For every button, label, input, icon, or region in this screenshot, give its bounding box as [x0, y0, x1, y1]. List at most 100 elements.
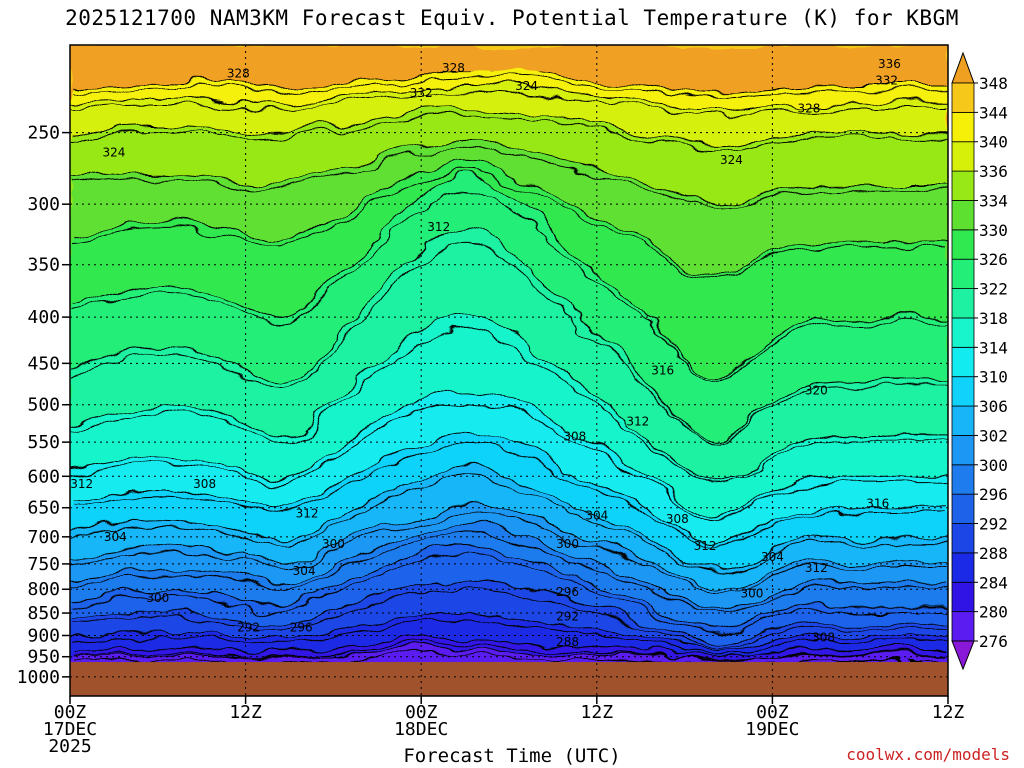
contour-label: 324 — [515, 79, 538, 93]
colorbar-swatch — [951, 581, 975, 613]
contour-label: 328 — [442, 61, 465, 75]
y-tick-label: 450 — [27, 353, 60, 374]
contour-lines — [70, 71, 948, 666]
contour-label: 296 — [556, 585, 579, 599]
contour-label: 316 — [866, 496, 889, 510]
contour-line — [70, 329, 948, 488]
y-tick-label: 650 — [27, 498, 60, 519]
contour-line — [70, 71, 948, 94]
colorbar-swatch — [951, 288, 975, 319]
y-axis: 2503003504004505005506006507007508008509… — [17, 123, 70, 688]
contour-label: 292 — [237, 621, 260, 635]
colorbar-label: 300 — [979, 456, 1008, 475]
contour-line — [70, 556, 948, 635]
contour-line — [70, 244, 948, 444]
y-tick-label: 950 — [27, 647, 60, 668]
colorbar-label: 336 — [979, 162, 1008, 181]
colorbar-swatch — [951, 317, 975, 348]
contour-label: 324 — [720, 153, 743, 167]
contour-label: 304 — [585, 508, 608, 522]
contour-line — [70, 621, 948, 654]
contour-label: 304 — [104, 530, 127, 544]
contour-line — [70, 399, 948, 519]
contour-line — [70, 639, 948, 657]
contour-line — [70, 469, 948, 569]
contour-group — [70, 71, 948, 666]
colorbar-label: 280 — [979, 603, 1008, 622]
colorbar-swatch — [951, 258, 975, 289]
colorbar-swatch — [951, 229, 975, 260]
colorbar-swatch — [951, 170, 975, 201]
contour-label: 300 — [146, 591, 169, 605]
colorbar-swatch — [951, 200, 975, 231]
contour-label: 312 — [296, 507, 319, 521]
contour-line — [70, 91, 948, 118]
contour-label: 300 — [740, 587, 763, 601]
x-tick-label: 00Z — [756, 702, 789, 723]
colorbar-swatch — [951, 346, 975, 378]
y-tick-label: 550 — [27, 432, 60, 453]
contour-label: 336 — [878, 57, 901, 71]
contour-line — [70, 650, 948, 661]
colorbar-swatch — [951, 376, 975, 407]
chart-title: 2025121700 NAM3KM Forecast Equiv. Potent… — [65, 6, 959, 30]
contour-line — [70, 512, 948, 593]
contour-label: 316 — [651, 363, 674, 377]
colorbar-label: 306 — [979, 397, 1008, 416]
contour-label: 332 — [875, 74, 898, 88]
contour-line — [70, 614, 948, 650]
contour-label: 304 — [761, 550, 784, 564]
contour-line — [70, 228, 948, 442]
x-tick-label: 19DEC — [745, 719, 799, 740]
contour-label: 308 — [812, 631, 835, 645]
contour-line — [70, 109, 948, 145]
x-tick-label: 2025 — [48, 736, 91, 757]
colorbar-swatch — [951, 523, 975, 554]
colorbar-swatch — [951, 141, 975, 172]
colorbar-label: 310 — [979, 368, 1008, 387]
grid-lines — [70, 45, 948, 696]
x-tick-label: 18DEC — [394, 719, 448, 740]
colorbar-swatch — [951, 493, 975, 524]
contour-label: 328 — [798, 101, 821, 115]
colorbar-label: 292 — [979, 515, 1008, 534]
contour-line — [70, 434, 948, 542]
contour-line — [70, 85, 948, 113]
colorbar-swatch — [951, 552, 975, 583]
contour-label: 308 — [666, 512, 689, 526]
contour-labels: 328 328 336 332 332 324 328 324 324 312 316 320 312 3… — [70, 57, 901, 649]
colorbar-swatch — [951, 611, 975, 642]
colorbar-swatch — [951, 405, 975, 436]
colorbar-label: 276 — [979, 632, 1008, 651]
y-tick-label: 400 — [27, 307, 60, 328]
colorbar-label: 344 — [979, 103, 1008, 122]
contour-label: 328 — [227, 66, 250, 80]
colorbar: 276 280 284 288 292 296 300 302 306 310 314 318 322 3… — [951, 51, 1008, 671]
contour-line — [70, 162, 948, 278]
y-tick-label: 850 — [27, 603, 60, 624]
contour-label: 320 — [805, 383, 828, 397]
y-tick-label: 800 — [27, 579, 60, 600]
contour-line — [70, 524, 948, 613]
x-tick-label: 12Z — [932, 702, 965, 723]
colorbar-label: 318 — [979, 309, 1008, 328]
colorbar-label: 314 — [979, 338, 1008, 357]
x-tick-label: 12Z — [229, 702, 262, 723]
contour-line — [70, 116, 948, 149]
contour-line — [70, 172, 948, 282]
colorbar-label: 288 — [979, 544, 1008, 563]
colorbar-swatch — [951, 82, 975, 113]
y-tick-label: 300 — [27, 194, 60, 215]
colorbar-label: 296 — [979, 485, 1008, 504]
contour-label: 308 — [193, 477, 216, 491]
colorbar-swatch — [951, 464, 975, 495]
y-tick-label: 350 — [27, 255, 60, 276]
contour-label: 332 — [410, 86, 433, 100]
y-tick-label: 900 — [27, 625, 60, 646]
colorbar-label: 302 — [979, 426, 1008, 445]
x-tick-label: 00Z — [54, 702, 87, 723]
contour-line — [70, 547, 948, 631]
contour-line — [70, 176, 948, 375]
x-tick-label: 12Z — [581, 702, 614, 723]
